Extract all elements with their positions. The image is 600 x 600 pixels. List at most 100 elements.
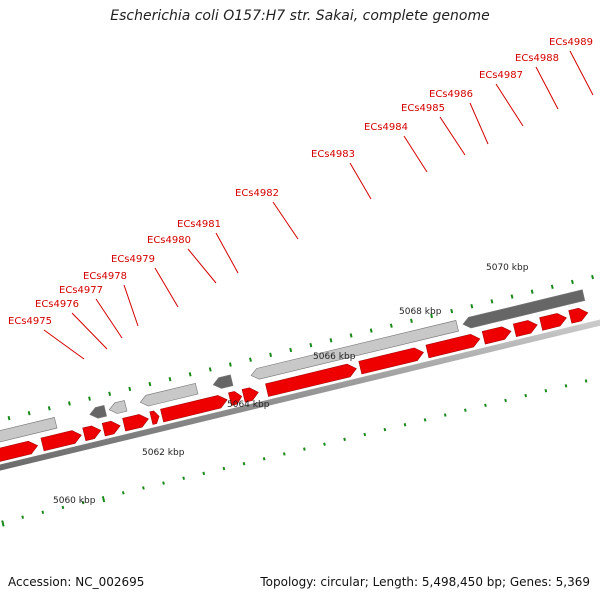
gene-label[interactable]: ECs4981 (177, 219, 221, 230)
feature-tick (168, 376, 172, 382)
scale-tick (343, 437, 346, 442)
scale-tick (41, 510, 45, 514)
gene-leader-line (535, 66, 559, 110)
gene-label[interactable]: ECs4986 (429, 89, 473, 100)
forward-cds-feature (568, 307, 589, 324)
feature-tick (591, 274, 594, 280)
scale-tick (564, 384, 568, 388)
genome-title: Escherichia coli O157:H7 str. Sakai, com… (110, 8, 490, 24)
gene-leader-line (495, 83, 524, 127)
gene-leader-line (154, 267, 179, 308)
feature-tick (349, 333, 353, 338)
kbp-scale-label: 5060 kbp (53, 496, 96, 506)
forward-cds-feature (539, 313, 567, 331)
forward-cds-feature (149, 410, 160, 425)
reverse-cds-feature (89, 405, 107, 419)
scale-tick (222, 466, 226, 471)
feature-tick (550, 284, 554, 289)
scale-tick (403, 423, 407, 427)
label-leader-lines (43, 50, 594, 360)
feature-tick (389, 323, 393, 328)
feature-tick (450, 308, 454, 314)
forward-cds-feature (40, 430, 82, 452)
gene-label[interactable]: ECs4976 (35, 299, 79, 310)
forward-cds-feature (0, 440, 39, 462)
kbp-scale-label: 5068 kbp (399, 307, 442, 317)
gene-leader-line (43, 329, 85, 360)
reverse-cds-feature (139, 382, 199, 407)
feature-tick (269, 352, 273, 358)
forward-cds-feature (228, 391, 243, 406)
reverse-cds-feature (0, 417, 58, 443)
scale-tick (282, 452, 286, 456)
forward-cds-feature (82, 425, 102, 442)
gene-label[interactable]: ECs4982 (235, 188, 279, 199)
scale-tick (363, 432, 367, 437)
gene-label[interactable]: ECs4975 (8, 316, 52, 327)
scale-tick (1, 520, 5, 527)
forward-cds-feature (241, 387, 259, 403)
gene-leader-line (187, 248, 217, 284)
gene-leader-line (349, 162, 372, 200)
scale-tick (262, 457, 266, 461)
kbp-scale-label: 5066 kbp (313, 352, 356, 362)
kbp-scale-label: 5062 kbp (142, 448, 185, 458)
gene-leader-line (569, 50, 594, 96)
gene-label[interactable]: ECs4985 (401, 103, 445, 114)
feature-tick (108, 391, 112, 396)
forward-cds-feature (160, 395, 228, 423)
gene-label[interactable]: ECs4977 (59, 285, 103, 296)
feature-tick (27, 411, 31, 416)
scale-tick (484, 403, 487, 407)
kbp-tick-track (1, 274, 594, 527)
reverse-cds-feature (462, 289, 586, 329)
scale-tick (383, 427, 387, 432)
gene-label[interactable]: ECs4989 (549, 37, 593, 48)
feature-tick (510, 294, 514, 299)
feature-tick (67, 401, 71, 406)
scale-tick (423, 418, 427, 422)
scale-tick (182, 476, 185, 480)
feature-tick (148, 381, 152, 387)
feature-tick (309, 342, 313, 348)
gene-leader-line (95, 298, 123, 339)
feature-tick (329, 338, 333, 343)
scale-tick (162, 481, 165, 485)
feature-tick (369, 328, 373, 333)
gene-label-group: ECs4975 ECs4976 ECs4977 ECs4978 ECs4979 ECs49… (8, 37, 593, 327)
scale-tick (504, 398, 507, 403)
gene-label[interactable]: ECs4983 (311, 149, 355, 160)
kbp-scale-label: 5070 kbp (486, 263, 529, 273)
scale-tick (61, 505, 65, 510)
gene-leader-line (215, 232, 239, 274)
gene-label[interactable]: ECs4987 (479, 70, 523, 81)
scale-tick (202, 471, 206, 476)
gene-label[interactable]: ECs4984 (364, 122, 408, 133)
gene-leader-line (403, 135, 428, 173)
gene-label[interactable]: ECs4988 (515, 53, 559, 64)
scale-tick (101, 495, 106, 503)
kbp-label-group: 5060 kbp 5062 kbp 5064 kbp 5066 kbp 5068 kbp… (53, 263, 529, 506)
feature-tick (47, 406, 51, 411)
forward-cds-feature (481, 326, 512, 345)
scale-tick (584, 379, 588, 383)
gene-label[interactable]: ECs4979 (111, 254, 155, 265)
forward-cds-feature (358, 347, 424, 375)
forward-cds-feature (101, 420, 121, 437)
feature-tick (289, 347, 293, 353)
feature-tick (410, 318, 413, 324)
feature-tick (88, 396, 91, 401)
gene-leader-line (469, 102, 489, 145)
feature-tick (490, 299, 494, 304)
feature-tick (208, 367, 212, 372)
reverse-cds-feature (250, 320, 459, 380)
scale-tick (303, 447, 306, 451)
gene-leader-line (439, 116, 466, 156)
forward-cds-feature (265, 363, 357, 397)
kbp-scale-label: 5064 kbp (227, 400, 270, 410)
feature-tick (128, 386, 132, 392)
gene-label[interactable]: ECs4978 (83, 271, 127, 282)
scale-tick (443, 413, 447, 417)
gene-label[interactable]: ECs4980 (147, 235, 191, 246)
